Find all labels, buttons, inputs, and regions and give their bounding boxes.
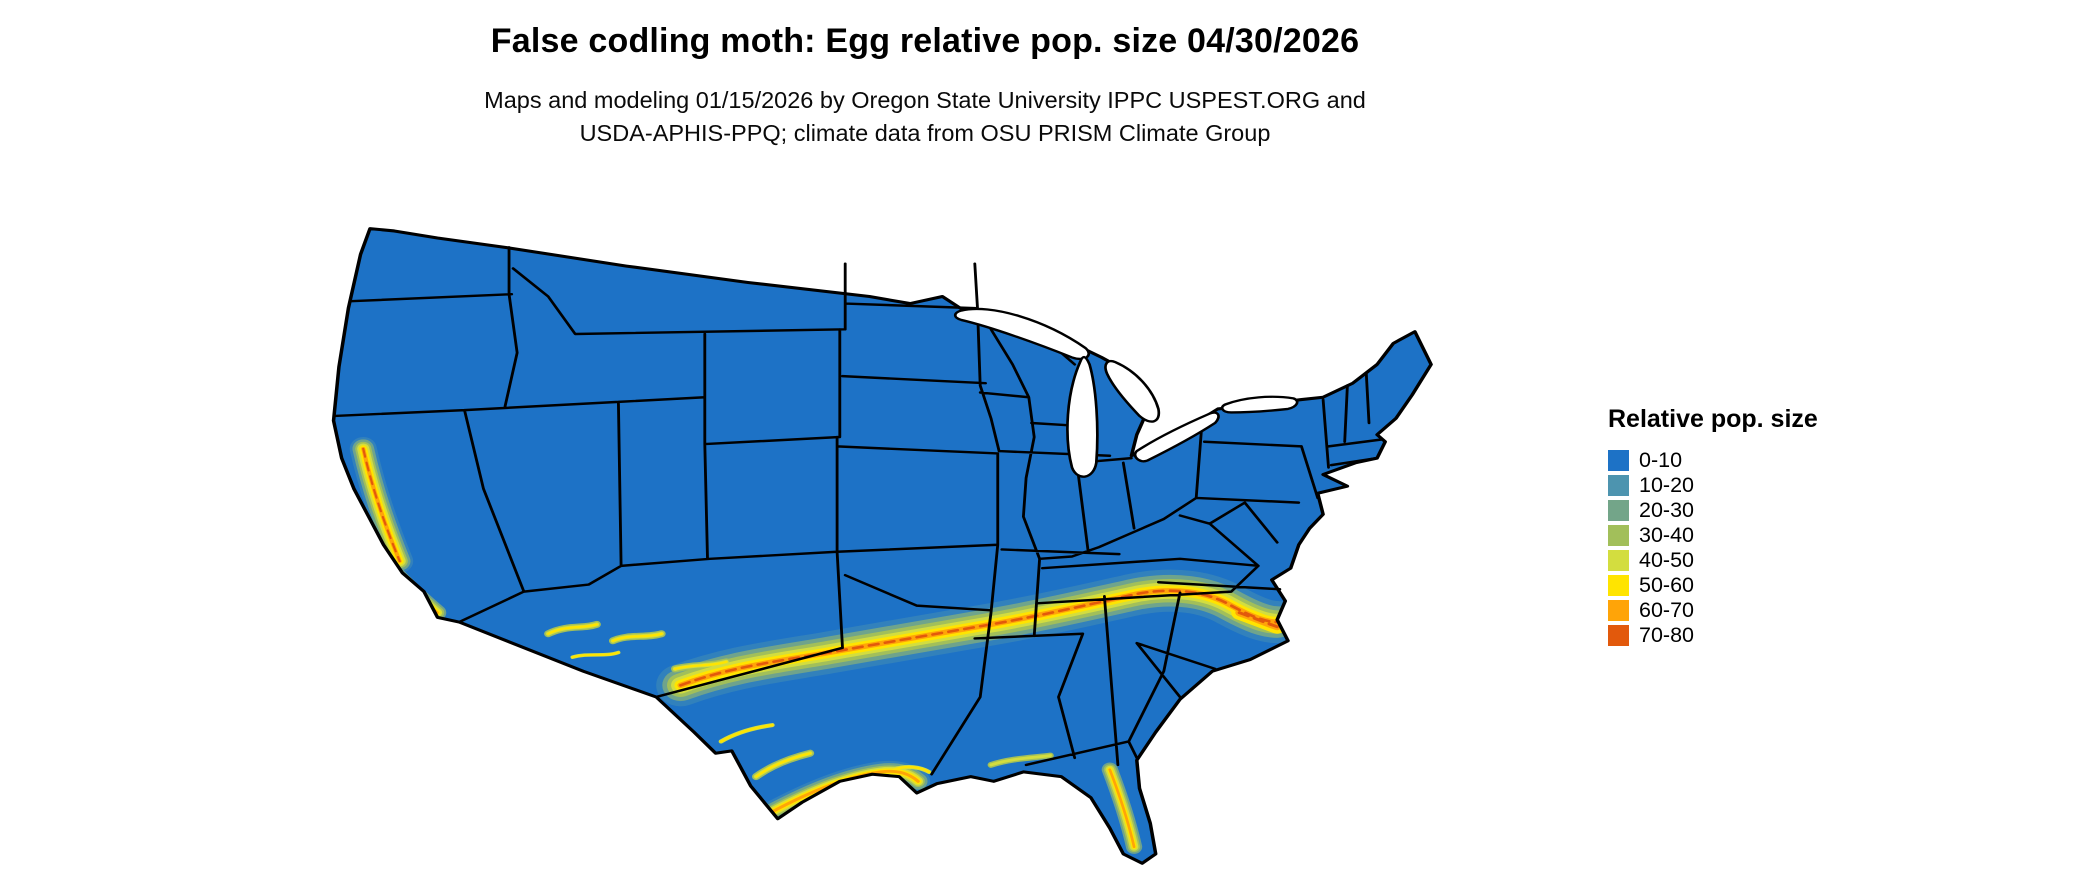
legend: Relative pop. size 0-10 10-20 20-30 30-4… — [1608, 405, 1908, 648]
legend-swatch-0-10 — [1608, 450, 1629, 471]
us-population-map — [235, 156, 1585, 882]
band-layer-70-80 — [362, 447, 1279, 687]
legend-label: 50-60 — [1639, 572, 1694, 597]
legend-item: 0-10 — [1608, 448, 1908, 473]
legend-swatch-60-70 — [1608, 600, 1629, 621]
lake-ontario — [1220, 395, 1299, 414]
legend-title: Relative pop. size — [1608, 405, 1818, 433]
legend-label: 40-50 — [1639, 547, 1694, 572]
legend-item: 10-20 — [1608, 473, 1908, 498]
legend-swatch-70-80 — [1608, 625, 1629, 646]
great-lakes — [953, 307, 1299, 478]
lake-huron — [1104, 359, 1161, 423]
us-landmass — [333, 228, 1432, 864]
legend-label: 20-30 — [1639, 497, 1694, 522]
subtitle-line-2: USDA-APHIS-PPQ; climate data from OSU PR… — [579, 119, 1271, 146]
lake-erie — [1133, 411, 1220, 463]
population-band-overlay — [341, 437, 1302, 854]
legend-item: 20-30 — [1608, 498, 1908, 523]
lake-superior — [953, 307, 1091, 361]
lake-michigan — [1066, 355, 1099, 478]
legend-label: 0-10 — [1639, 447, 1683, 472]
legend-item: 30-40 — [1608, 523, 1908, 548]
legend-swatch-40-50 — [1608, 550, 1629, 571]
legend-label: 10-20 — [1639, 472, 1694, 497]
legend-item: 60-70 — [1608, 598, 1908, 623]
legend-swatch-50-60 — [1608, 575, 1629, 596]
legend-swatch-20-30 — [1608, 500, 1629, 521]
map-canvas — [331, 227, 1433, 865]
page-title: False codling moth: Egg relative pop. si… — [490, 22, 1360, 60]
legend-item: 70-80 — [1608, 623, 1908, 648]
legend-item: 50-60 — [1608, 573, 1908, 598]
legend-item: 40-50 — [1608, 548, 1908, 573]
legend-swatch-30-40 — [1608, 525, 1629, 546]
legend-label: 70-80 — [1639, 622, 1694, 647]
subtitle-line-1: Maps and modeling 01/15/2026 by Oregon S… — [484, 87, 1366, 113]
legend-label: 60-70 — [1639, 597, 1694, 622]
legend-label: 30-40 — [1639, 522, 1694, 547]
legend-swatch-10-20 — [1608, 475, 1629, 496]
figure-subtitle: Maps and modeling 01/15/2026 by Oregon S… — [0, 84, 1850, 150]
